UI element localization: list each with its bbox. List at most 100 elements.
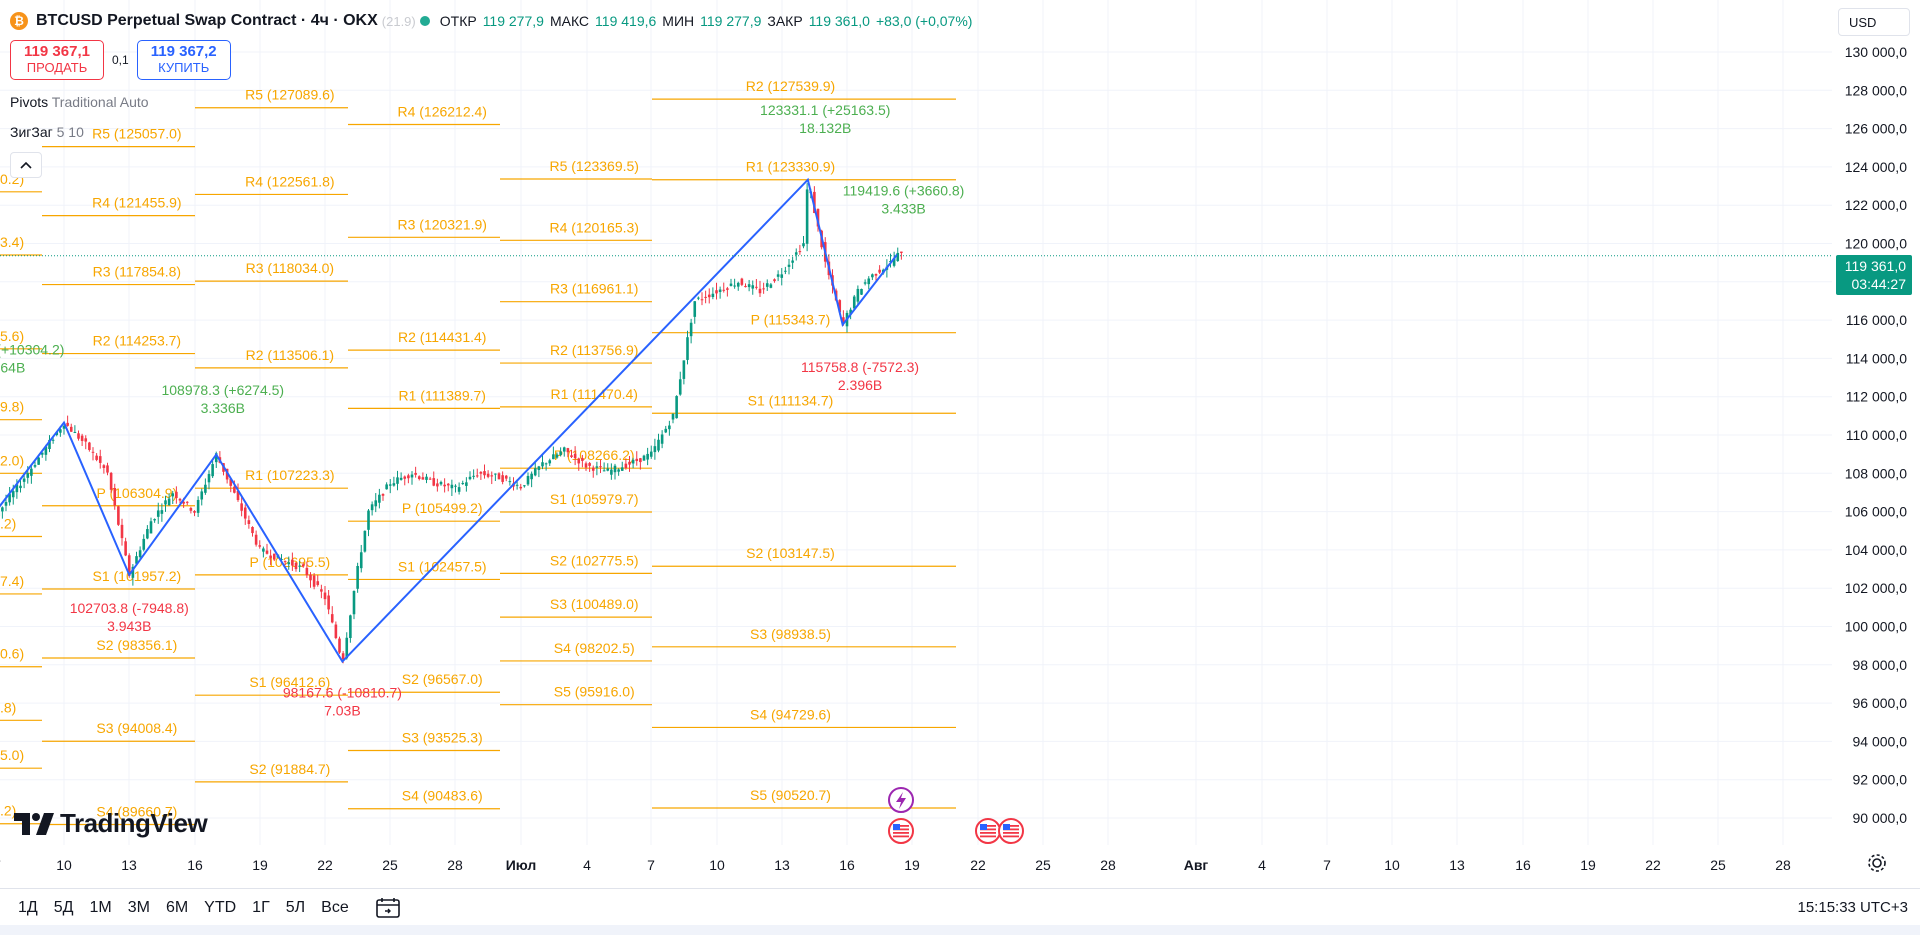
candle-body [617,469,620,472]
tradingview-logo-icon [14,812,54,835]
candle-body [486,473,490,477]
candle-body [1,507,4,512]
candle-body [533,468,537,476]
price-axis-label: 100 000,0 [1845,619,1907,635]
candle-body [312,575,316,587]
symbol-title[interactable]: BTCUSD Perpetual Swap Contract · 4ч · OK… [36,12,378,29]
candle-body [66,422,69,426]
bar-countdown: 03:44:27 [1851,276,1907,292]
candle-body [258,545,262,547]
candle-body [359,552,363,569]
currency-select[interactable]: USD [1838,8,1910,36]
pivot-label: S3 (98938.5) [750,626,831,642]
time-axis-label: Июл [506,857,537,873]
candle-body [479,471,483,474]
candle-body [131,566,135,578]
chart-grid [0,0,1832,845]
candle-body [185,501,189,503]
candle-body [363,530,367,552]
range-5y-button[interactable]: 5Л [285,898,306,916]
candle-body [403,476,407,479]
sell-button[interactable]: 119 367,1 ПРОДАТЬ [10,40,104,80]
tradingview-logo[interactable]: TradingView [14,808,208,839]
calendar-range-icon[interactable] [375,897,401,919]
candle-body [700,299,704,301]
candle-body [149,521,153,534]
candle-body [117,506,120,525]
range-6m-button[interactable]: 6М [165,898,189,916]
indicator-pivots[interactable]: Pivots Traditional Auto [10,94,149,110]
time-axis-label: 19 [1580,857,1596,873]
bitcoin-icon: ₿ [10,12,28,30]
pivot-label: S1 (105979.7) [550,491,639,507]
candle-body [48,439,51,449]
candle-body [454,485,457,487]
candle-body [693,301,697,317]
range-all-button[interactable]: Все [321,898,349,916]
buy-button[interactable]: 119 367,2 КУПИТЬ [136,40,231,80]
ghost-value: (21.9) [381,13,416,29]
timezone-clock[interactable]: 15:15:33 UTC+3 [1797,899,1909,916]
trade-panel: 119 367,1 ПРОДАТЬ 0,1 119 367,2 КУПИТЬ [10,40,231,80]
price-axis-label: 126 000,0 [1845,121,1907,137]
candle-body [747,284,751,288]
candle-body [153,519,156,521]
candle-body [729,283,733,286]
time-axis-label: 25 [382,857,398,873]
gear-icon[interactable] [1866,852,1888,879]
time-axis-label: Авг [1184,857,1209,873]
candle-body [523,485,526,487]
pivot-label: R5 (123369.5) [549,158,639,174]
buy-price: 119 367,2 [150,43,217,60]
candle-body [878,269,881,273]
candle-body [334,624,338,639]
price-axis-label: 108 000,0 [1845,465,1907,481]
chevron-up-icon [20,161,32,169]
collapse-legend-button[interactable] [10,152,42,178]
price-axis-label: 90 000,0 [1853,810,1908,826]
candle-body [707,294,711,298]
pivot-label: P (102695.5) [250,554,331,570]
candle-body [338,638,341,653]
pivot-label: S4 (98202.5) [554,640,635,656]
range-3m-button[interactable]: 3М [127,898,150,916]
candle-body [193,511,196,513]
price-axis-label: 122 000,0 [1845,197,1907,213]
range-1y-button[interactable]: 1Г [252,898,270,916]
low-value: 119 277,9 [700,13,762,29]
candle-body [726,288,729,290]
time-axis-label: 7 [647,857,655,873]
pivot-label: S2 (103147.5) [746,545,835,561]
candle-body [91,451,95,453]
pivot-label: R3 (117854.8) [93,264,181,280]
candle-body [751,285,755,289]
candle-body [214,453,218,463]
pivot-label: S3 (94008.4) [96,720,177,736]
range-1d-button[interactable]: 1Д [18,898,38,916]
pivot-label: R1 (123330.9) [746,159,836,175]
candle-body [744,285,747,288]
candle-body [599,466,602,468]
candle-body [570,455,573,458]
us-flag-icon [975,818,1001,844]
pivot-label: S1 (101957.2) [92,568,181,584]
candle-body [769,284,773,288]
candle-body [660,434,664,444]
candle-body [515,484,519,486]
pivot-label: S1 (111134.7) [748,392,834,408]
range-1m-button[interactable]: 1М [89,898,112,916]
candle-body [501,475,504,482]
pivot-label: P (106304.9) [97,485,178,501]
bottom-toolbar: 1Д 5Д 1М 3М 6М YTD 1Г 5Л Все 15:15:33 UT… [0,888,1920,926]
range-ytd-button[interactable]: YTD [204,898,237,916]
range-5d-button[interactable]: 5Д [53,898,74,916]
candle-body [113,488,117,506]
candle-body [95,455,98,460]
candle-body [298,565,301,567]
candle-body [178,498,182,501]
zigzag-volume-label: 3.433B [881,201,925,217]
candle-body [446,483,450,486]
candle-body [874,273,878,276]
indicator-zigzag[interactable]: ЗигЗаг 5 10 [10,124,84,140]
